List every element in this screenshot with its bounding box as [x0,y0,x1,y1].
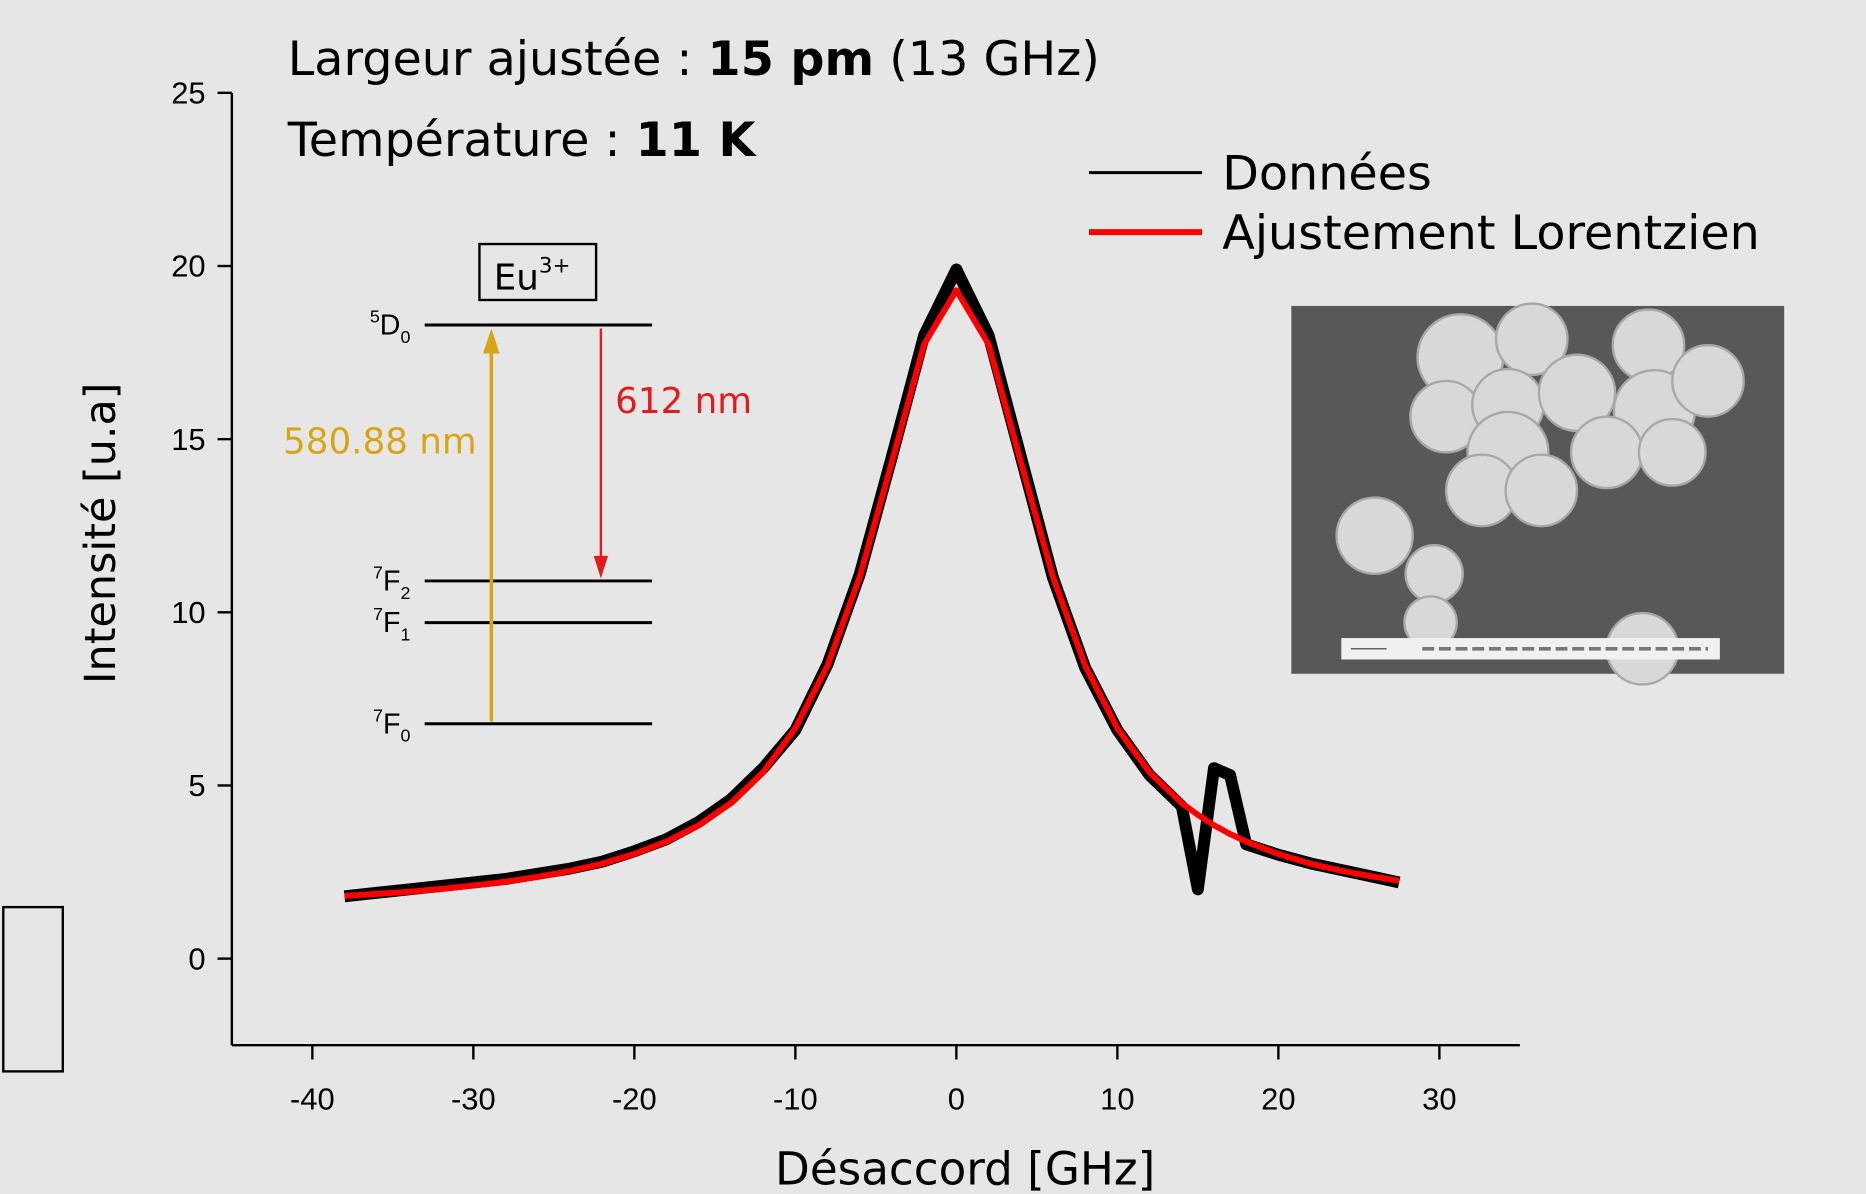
level-sub: 2 [400,583,410,603]
transition-label: 612 nm [615,381,752,422]
y-axis-label: Intensité [u.a] [76,383,126,685]
level-sup: 5 [370,307,380,327]
level-sub: 0 [400,327,410,347]
level-sup: 7 [373,604,383,624]
y-tick-label: 10 [171,595,205,630]
x-tick-label: 0 [948,1081,965,1116]
annotation-value: 15 pm [708,32,875,87]
level-term: F [383,565,400,597]
level-sub: 0 [400,726,410,746]
level-term: F [383,607,400,639]
annotation-value: 11 K [636,113,758,168]
annotation-text: Température : [287,113,621,168]
level-sup: 7 [373,705,383,725]
annotation-text: Largeur ajustée : [288,32,693,87]
annotation: Largeur ajustée : 15 pm (13 GHz) [288,32,1100,87]
y-tick-label: 20 [171,249,205,284]
level-label: 7F0 [373,705,410,745]
level-sub: 1 [400,624,410,644]
fit-line [344,287,1400,899]
y-tick-label: 0 [188,941,205,976]
y-tick-label: 15 [171,422,205,457]
x-axis-label: Désaccord [GHz] [775,1142,1155,1194]
x-tick-label: -40 [290,1081,335,1116]
ion-base: Eu [494,257,539,298]
arrowhead [483,328,500,354]
x-tick-label: -10 [773,1081,818,1116]
y-tick-label: 25 [171,76,205,111]
frame-fragment [2,905,64,1073]
ion-charge: 3+ [539,254,571,279]
level-label: 7F1 [373,604,410,644]
legend-label: Ajustement Lorentzien [1222,206,1760,261]
x-tick-label: -30 [451,1081,496,1116]
ion-box [478,242,598,302]
x-tick-label: 10 [1100,1081,1134,1116]
annotation: Température : 11 K [287,113,758,168]
annotation-text: (13 GHz) [889,32,1100,87]
level-label: 5D0 [370,307,411,347]
level-sup: 7 [373,563,383,583]
sem-image [1291,302,1785,686]
ion-label: Eu3+ [494,254,571,299]
level-label: 7F2 [373,563,410,603]
x-tick-label: -20 [612,1081,657,1116]
arrowhead [593,555,609,579]
transition-label: 580.88 nm [283,422,477,463]
level-term: F [383,708,400,740]
x-tick-label: 30 [1422,1081,1456,1116]
x-tick-label: 20 [1261,1081,1295,1116]
legend-label: Données [1222,146,1432,201]
y-tick-label: 5 [188,768,205,803]
level-term: D [380,310,401,342]
